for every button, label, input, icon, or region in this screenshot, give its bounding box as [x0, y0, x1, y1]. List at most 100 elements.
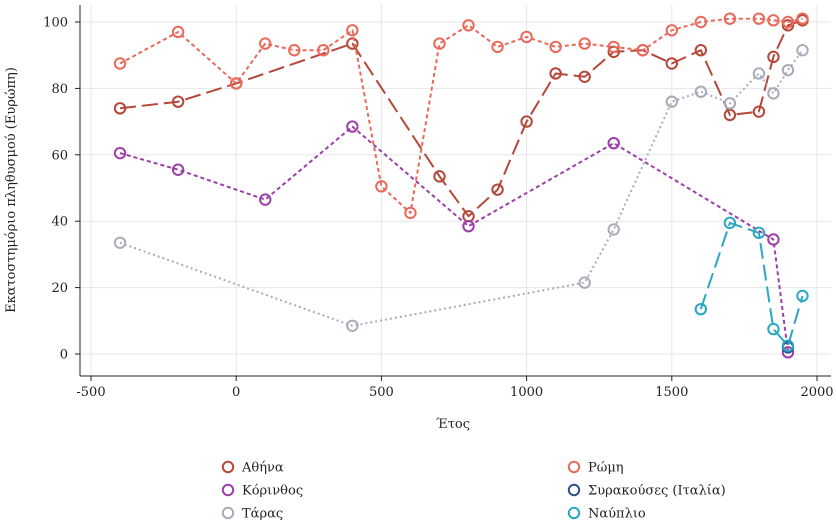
data-point — [752, 67, 766, 80]
data-point — [607, 40, 620, 54]
data-point — [113, 57, 127, 70]
data-point — [665, 24, 678, 37]
data-point — [549, 40, 562, 54]
grid — [80, 5, 831, 376]
data-point — [767, 233, 780, 246]
data-point — [767, 50, 780, 64]
data-point — [259, 193, 272, 206]
data-point — [723, 12, 737, 25]
y-tick-label: 60 — [51, 148, 68, 163]
data-point — [694, 44, 708, 57]
data-point — [113, 102, 127, 115]
legend-item: Συρακούσες (Ιταλία) — [567, 483, 726, 499]
data-point — [578, 276, 591, 289]
data-point — [796, 12, 809, 25]
data-point — [752, 226, 766, 240]
data-point — [433, 37, 446, 50]
y-axis-title: Εκατοστημόριο πληθυσμού (Ευρώπη) — [4, 67, 19, 313]
data-point — [781, 339, 795, 352]
legend-marker — [221, 460, 235, 474]
data-point — [375, 180, 388, 193]
data-point — [491, 40, 504, 54]
legend-label: Τάρας — [242, 507, 283, 522]
data-point — [491, 183, 504, 196]
data-point — [578, 37, 591, 50]
data-point — [520, 115, 533, 128]
data-point — [694, 85, 708, 98]
legend-marker — [221, 483, 235, 497]
y-tick-label: 20 — [51, 281, 68, 296]
y-tick-label: 0 — [60, 348, 68, 363]
x-axis-title: Έτος — [436, 417, 470, 432]
data-point — [317, 44, 330, 57]
series-line — [119, 17, 803, 214]
data-point — [636, 44, 649, 57]
data-point — [346, 120, 359, 133]
legend-label: Συρακούσες (Ιταλία) — [588, 484, 726, 499]
y-tick-label: 80 — [51, 82, 68, 97]
legend-label: Κόρινθος — [242, 484, 303, 499]
data-point — [781, 63, 795, 77]
y-tick-label: 40 — [51, 215, 68, 230]
data-point — [767, 14, 780, 27]
legend-item: Αθήνα — [221, 460, 284, 476]
data-point — [462, 19, 475, 32]
data-point — [288, 44, 301, 57]
x-tick-label: 500 — [369, 385, 394, 400]
data-point — [549, 67, 562, 80]
data-point — [578, 70, 591, 83]
data-point — [346, 24, 359, 37]
y-tick-label: 100 — [43, 16, 68, 31]
data-point — [781, 346, 795, 359]
data-point — [665, 57, 678, 70]
data-point — [113, 146, 127, 160]
series-6 — [694, 216, 809, 352]
legend-marker — [221, 506, 235, 520]
series-3 — [113, 120, 795, 359]
series-line — [699, 221, 804, 347]
legend-label: Ναύπλιο — [588, 507, 646, 522]
data-point — [752, 105, 766, 118]
legend-item: Τάρας — [221, 506, 283, 522]
data-point — [781, 15, 795, 29]
legend-label: Αθήνα — [241, 461, 284, 476]
series-line — [119, 49, 804, 327]
series-layer — [113, 12, 809, 359]
series-1 — [113, 14, 809, 223]
data-point — [607, 223, 620, 236]
data-point — [171, 25, 185, 39]
series-2 — [113, 12, 809, 220]
data-point — [171, 163, 185, 176]
series-5 — [113, 44, 809, 332]
data-point — [113, 236, 127, 249]
data-point — [796, 289, 809, 303]
data-point — [752, 12, 766, 25]
series-line — [119, 19, 803, 218]
legend: Αθήνα Ρώμη Κόρινθος Συρακούσες (Ιταλία) Τάρα… — [221, 460, 726, 522]
legend-label: Ρώμη — [588, 461, 624, 476]
data-point — [259, 37, 272, 50]
legend-marker — [567, 460, 581, 474]
data-point — [723, 97, 737, 110]
data-point — [346, 37, 359, 50]
legend-item: Ρώμη — [567, 460, 624, 476]
data-point — [723, 108, 737, 122]
data-point — [723, 216, 737, 230]
legend-marker — [567, 483, 581, 497]
data-point — [171, 95, 185, 108]
data-point — [767, 322, 780, 336]
series-line — [119, 125, 789, 353]
axes: 0 20 40 60 80 100 -500 0 500 1000 1500 2000 — [43, 5, 834, 400]
data-point — [462, 219, 475, 233]
data-point — [404, 206, 417, 220]
data-point — [694, 15, 708, 29]
data-point — [694, 302, 708, 316]
legend-item: Ναύπλιο — [567, 507, 646, 522]
x-tick-label: 2000 — [800, 385, 833, 400]
data-point — [767, 87, 780, 100]
data-point — [433, 170, 446, 183]
data-point — [346, 319, 359, 332]
x-tick-label: 1500 — [655, 385, 688, 400]
data-point — [665, 95, 678, 108]
